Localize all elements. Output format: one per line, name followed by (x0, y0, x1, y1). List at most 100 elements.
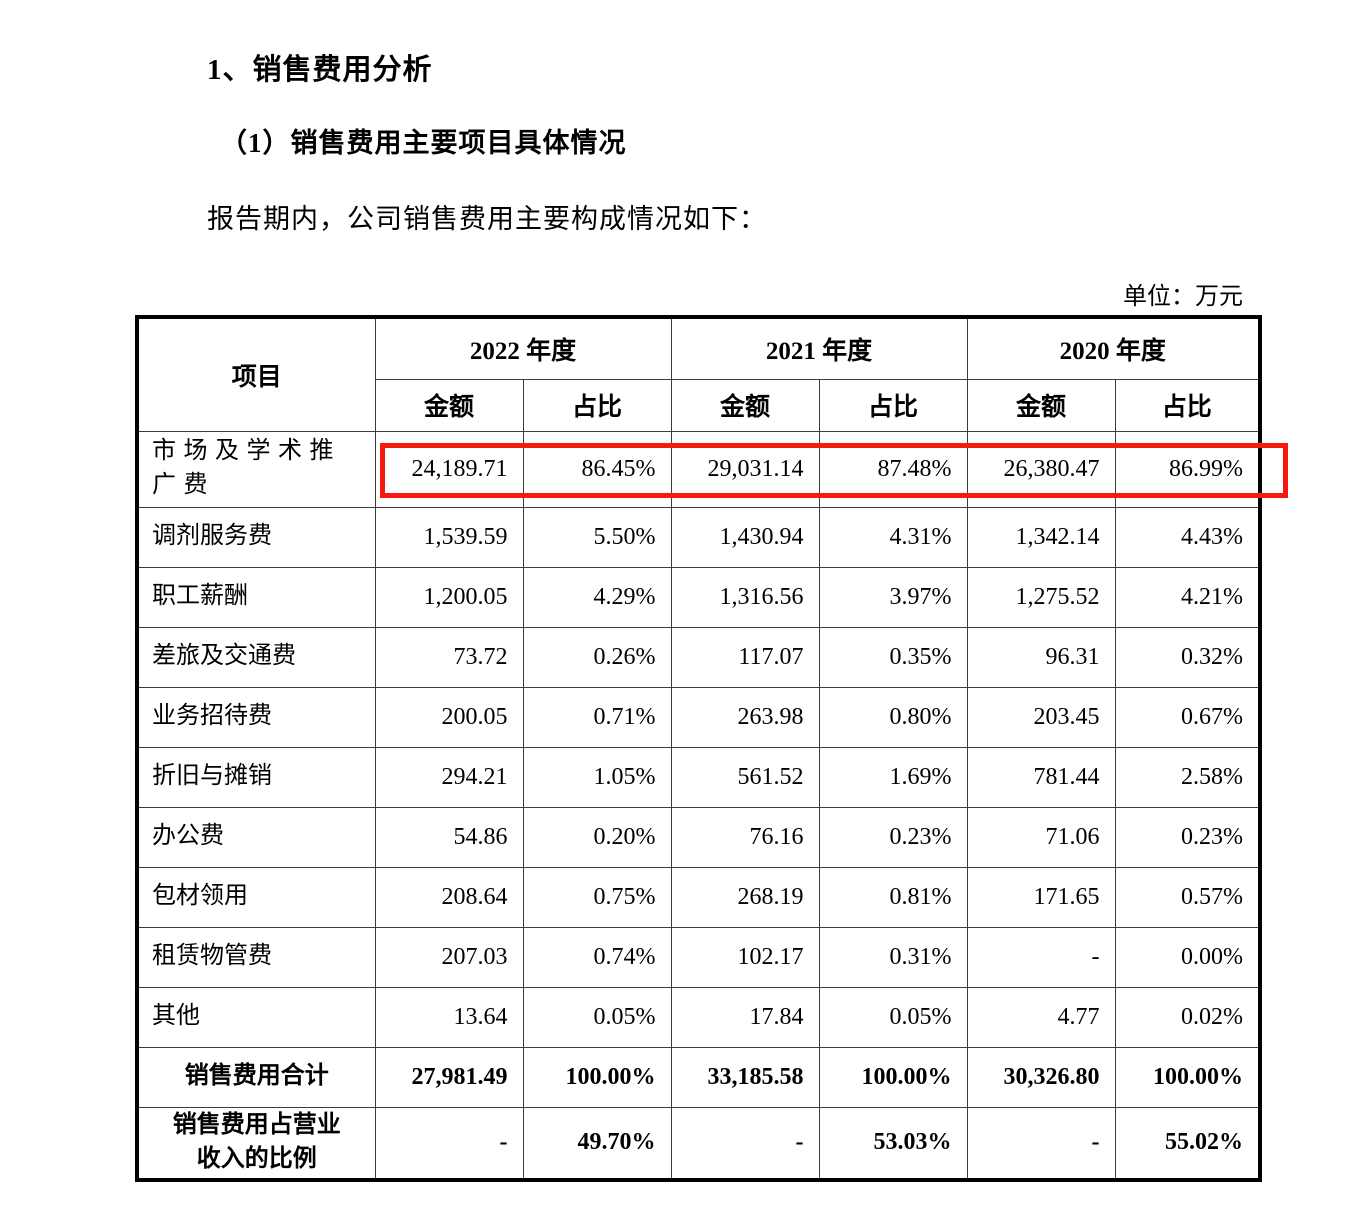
table-row: 其他 13.64 0.05% 17.84 0.05% 4.77 0.02% (136, 986, 1261, 1048)
item-cell: 租赁物管费 (136, 926, 376, 988)
value-cell: 76.16 (670, 806, 820, 868)
value-cell: 0.35% (818, 626, 968, 688)
value-cell: 49.70% (522, 1106, 672, 1181)
subheader-ratio-2022: 占比 (522, 378, 672, 432)
value-cell: 0.23% (1114, 806, 1261, 868)
value-cell: 1.69% (818, 746, 968, 808)
sales-expense-table: 项目 2022 年度 2021 年度 2020 年度 金额 占比 金额 占比 金… (135, 315, 1263, 1182)
value-cell: 100.00% (1114, 1046, 1261, 1108)
value-cell: 0.67% (1114, 686, 1261, 748)
column-header-year-2022: 2022 年度 (374, 316, 672, 380)
value-cell: 207.03 (374, 926, 524, 988)
value-cell: 4.31% (818, 506, 968, 568)
subheader-amount-2020: 金额 (966, 378, 1116, 432)
value-cell: 87.48% (818, 430, 968, 508)
value-cell: 0.81% (818, 866, 968, 928)
value-cell: 0.80% (818, 686, 968, 748)
unit-label: 单位：万元 (1123, 284, 1243, 310)
value-cell: 0.23% (818, 806, 968, 868)
value-cell: 0.75% (522, 866, 672, 928)
value-cell: 4.29% (522, 566, 672, 628)
value-cell: 96.31 (966, 626, 1116, 688)
table-row: 调剂服务费 1,539.59 5.50% 1,430.94 4.31% 1,342.14 4… (136, 506, 1261, 568)
column-header-year-2020: 2020 年度 (966, 316, 1261, 380)
value-cell: - (966, 1106, 1116, 1181)
item-cell: 折旧与摊销 (136, 746, 376, 808)
section-title: 1、销售费用分析 (207, 54, 433, 86)
value-cell: 86.99% (1114, 430, 1261, 508)
value-cell: - (374, 1106, 524, 1181)
value-cell: 0.26% (522, 626, 672, 688)
value-cell: 2.58% (1114, 746, 1261, 808)
value-cell: 4.21% (1114, 566, 1261, 628)
table-row: 职工薪酬 1,200.05 4.29% 1,316.56 3.97% 1,275.52 4.… (136, 566, 1261, 628)
value-cell: 0.74% (522, 926, 672, 988)
item-cell: 差旅及交通费 (136, 626, 376, 688)
value-cell: 1,316.56 (670, 566, 820, 628)
value-cell: 263.98 (670, 686, 820, 748)
item-cell: 职工薪酬 (136, 566, 376, 628)
subheader-amount-2022: 金额 (374, 378, 524, 432)
value-cell: 208.64 (374, 866, 524, 928)
value-cell: 33,185.58 (670, 1046, 820, 1108)
value-cell: 1,200.05 (374, 566, 524, 628)
table-row: 市场及学术推广费 24,189.71 86.45% 29,031.14 87.48% 26… (136, 430, 1261, 508)
value-cell: 55.02% (1114, 1106, 1261, 1181)
item-cell: 包材领用 (136, 866, 376, 928)
value-cell: 4.77 (966, 986, 1116, 1048)
value-cell: 0.02% (1114, 986, 1261, 1048)
table-header-years: 项目 2022 年度 2021 年度 2020 年度 (136, 316, 1261, 432)
value-cell: 102.17 (670, 926, 820, 988)
value-cell: 0.31% (818, 926, 968, 988)
item-cell: 销售费用占营业 收入的比例 (136, 1106, 376, 1181)
value-cell: 117.07 (670, 626, 820, 688)
value-cell: - (670, 1106, 820, 1181)
item-cell: 调剂服务费 (136, 506, 376, 568)
value-cell: 0.71% (522, 686, 672, 748)
intro-text: 报告期内，公司销售费用主要构成情况如下： (207, 204, 767, 234)
subheader-ratio-2020: 占比 (1114, 378, 1261, 432)
subheader-amount-2021: 金额 (670, 378, 820, 432)
item-cell: 其他 (136, 986, 376, 1048)
column-header-item: 项目 (136, 316, 376, 432)
value-cell: 0.05% (522, 986, 672, 1048)
value-cell: 100.00% (818, 1046, 968, 1108)
value-cell: 4.43% (1114, 506, 1261, 568)
value-cell: 100.00% (522, 1046, 672, 1108)
value-cell: 86.45% (522, 430, 672, 508)
value-cell: 0.00% (1114, 926, 1261, 988)
value-cell: 171.65 (966, 866, 1116, 928)
value-cell: 1,539.59 (374, 506, 524, 568)
value-cell: 1,430.94 (670, 506, 820, 568)
value-cell: 268.19 (670, 866, 820, 928)
value-cell: 17.84 (670, 986, 820, 1048)
value-cell: 0.32% (1114, 626, 1261, 688)
table-row: 包材领用 208.64 0.75% 268.19 0.81% 171.65 0.57% (136, 866, 1261, 928)
subsection-title: （1）销售费用主要项目具体情况 (220, 128, 627, 158)
table-row: 业务招待费 200.05 0.71% 263.98 0.80% 203.45 0.67% (136, 686, 1261, 748)
value-cell: 26,380.47 (966, 430, 1116, 508)
value-cell: 781.44 (966, 746, 1116, 808)
value-cell: 1,342.14 (966, 506, 1116, 568)
value-cell: 30,326.80 (966, 1046, 1116, 1108)
value-cell: 0.57% (1114, 866, 1261, 928)
table-row: 差旅及交通费 73.72 0.26% 117.07 0.35% 96.31 0.32% (136, 626, 1261, 688)
value-cell: 1,275.52 (966, 566, 1116, 628)
expense-table-body: 市场及学术推广费 24,189.71 86.45% 29,031.14 87.48% 26… (136, 430, 1261, 1181)
subheader-ratio-2021: 占比 (818, 378, 968, 432)
table-row: 租赁物管费 207.03 0.74% 102.17 0.31% -0.00% (136, 926, 1261, 988)
table-row: 折旧与摊销 294.21 1.05% 561.52 1.69% 781.44 2.58% (136, 746, 1261, 808)
value-cell: 203.45 (966, 686, 1116, 748)
value-cell: 73.72 (374, 626, 524, 688)
value-cell: 200.05 (374, 686, 524, 748)
value-cell: 561.52 (670, 746, 820, 808)
value-cell: 71.06 (966, 806, 1116, 868)
value-cell: 53.03% (818, 1106, 968, 1181)
value-cell: 3.97% (818, 566, 968, 628)
table-row: 销售费用占营业 收入的比例 -49.70% -53.03% -55.02% (136, 1106, 1261, 1181)
value-cell: 54.86 (374, 806, 524, 868)
column-header-year-2021: 2021 年度 (670, 316, 968, 380)
value-cell: 13.64 (374, 986, 524, 1048)
value-cell: 24,189.71 (374, 430, 524, 508)
